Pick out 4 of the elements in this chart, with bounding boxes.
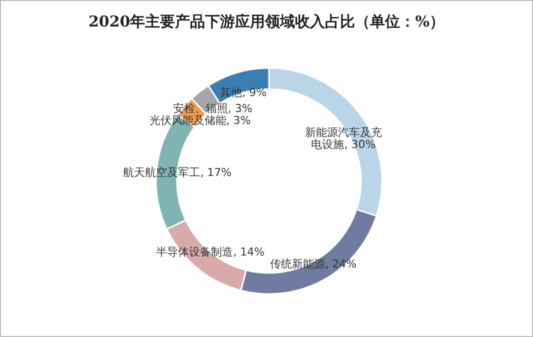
slice-label: 半导体设备制造, 14% (156, 245, 265, 258)
chart-title: 2020年主要产品下游应用领域收入占比（单位：%） (88, 12, 445, 30)
slice-label: 安检、辐照, 3% (172, 102, 252, 115)
slice-label: 新能源汽车及充电设施, 30% (304, 126, 382, 151)
